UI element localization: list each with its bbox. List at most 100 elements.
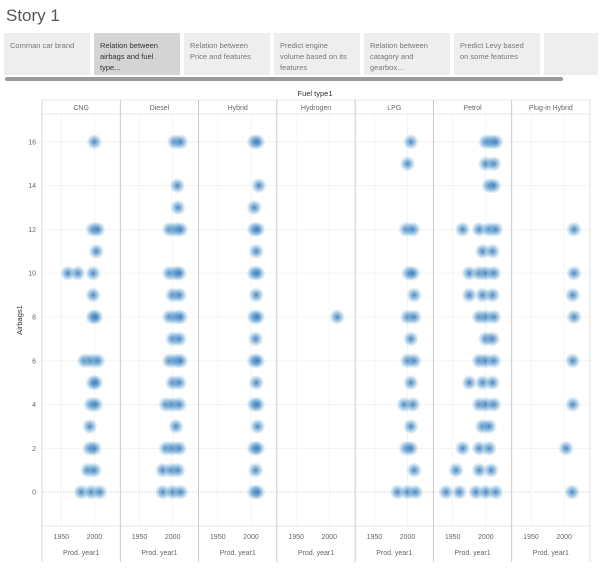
data-point[interactable] (250, 309, 266, 325)
data-point[interactable] (171, 331, 187, 347)
data-point[interactable] (250, 221, 266, 237)
data-point[interactable] (564, 484, 580, 500)
data-point[interactable] (403, 440, 419, 456)
data-point[interactable] (566, 265, 582, 281)
data-point[interactable] (461, 375, 477, 391)
data-point[interactable] (170, 200, 186, 216)
data-point[interactable] (173, 134, 189, 150)
data-point[interactable] (82, 418, 98, 434)
data-point[interactable] (171, 440, 187, 456)
data-point[interactable] (488, 221, 504, 237)
data-point[interactable] (461, 287, 477, 303)
data-point[interactable] (486, 156, 502, 172)
data-point[interactable] (486, 353, 502, 369)
data-point[interactable] (171, 287, 187, 303)
data-point[interactable] (250, 134, 266, 150)
tab-price-features[interactable]: Relation between Price and features (184, 33, 270, 75)
tab-common-car-brand[interactable]: Comman car brand (4, 33, 90, 75)
tab-scrollbar[interactable] (5, 77, 563, 81)
data-point[interactable] (471, 462, 487, 478)
data-point[interactable] (405, 221, 421, 237)
data-point[interactable] (403, 375, 419, 391)
data-point[interactable] (438, 484, 454, 500)
data-point[interactable] (403, 418, 419, 434)
data-point[interactable] (248, 331, 264, 347)
data-point[interactable] (85, 265, 101, 281)
tab-airbags-fuel-type[interactable]: Relation between airbags and fuel type..… (94, 33, 180, 75)
data-point[interactable] (558, 440, 574, 456)
data-point[interactable] (250, 418, 266, 434)
data-point[interactable] (329, 309, 345, 325)
data-point[interactable] (86, 462, 102, 478)
data-point[interactable] (481, 418, 497, 434)
data-point[interactable] (171, 397, 187, 413)
x-tick-label: 1950 (132, 534, 148, 541)
data-point[interactable] (484, 243, 500, 259)
data-point[interactable] (486, 397, 502, 413)
data-point[interactable] (403, 331, 419, 347)
data-point[interactable] (565, 397, 581, 413)
data-point[interactable] (248, 375, 264, 391)
data-point[interactable] (248, 462, 264, 478)
data-point[interactable] (484, 287, 500, 303)
data-point[interactable] (88, 397, 104, 413)
data-point[interactable] (406, 462, 422, 478)
data-point[interactable] (88, 243, 104, 259)
data-point[interactable] (70, 265, 86, 281)
data-point[interactable] (246, 200, 262, 216)
data-point[interactable] (486, 309, 502, 325)
data-point[interactable] (248, 287, 264, 303)
data-point[interactable] (251, 178, 267, 194)
data-point[interactable] (451, 484, 467, 500)
data-point[interactable] (455, 440, 471, 456)
data-point[interactable] (484, 375, 500, 391)
data-point[interactable] (173, 353, 189, 369)
data-point[interactable] (250, 397, 266, 413)
data-point[interactable] (250, 265, 266, 281)
tab-predict-levy[interactable]: Predict Levy based on some features (454, 33, 540, 75)
data-point[interactable] (250, 353, 266, 369)
data-point[interactable] (171, 375, 187, 391)
data-point[interactable] (86, 134, 102, 150)
data-point[interactable] (170, 462, 186, 478)
data-point[interactable] (405, 265, 421, 281)
data-point[interactable] (169, 178, 185, 194)
tab-category-gearbox[interactable]: Relation between catagory and gearbox... (364, 33, 450, 75)
data-point[interactable] (406, 353, 422, 369)
data-point[interactable] (250, 484, 266, 500)
data-point[interactable] (173, 221, 189, 237)
data-point[interactable] (406, 309, 422, 325)
data-point[interactable] (400, 156, 416, 172)
data-point[interactable] (403, 134, 419, 150)
data-point[interactable] (484, 331, 500, 347)
data-point[interactable] (405, 397, 421, 413)
data-point[interactable] (448, 462, 464, 478)
data-point[interactable] (407, 484, 423, 500)
data-point[interactable] (481, 440, 497, 456)
data-point[interactable] (88, 375, 104, 391)
data-point[interactable] (86, 440, 102, 456)
data-point[interactable] (250, 440, 266, 456)
tab-engine-volume[interactable]: Predict engine volume based on its featu… (274, 33, 360, 75)
data-point[interactable] (173, 484, 189, 500)
data-point[interactable] (248, 243, 264, 259)
data-point[interactable] (92, 484, 108, 500)
data-point[interactable] (488, 484, 504, 500)
data-point[interactable] (488, 134, 504, 150)
data-point[interactable] (171, 265, 187, 281)
data-point[interactable] (565, 287, 581, 303)
data-point[interactable] (85, 287, 101, 303)
data-point[interactable] (566, 221, 582, 237)
data-point[interactable] (566, 309, 582, 325)
data-point[interactable] (90, 221, 106, 237)
data-point[interactable] (455, 221, 471, 237)
data-point[interactable] (486, 178, 502, 194)
data-point[interactable] (88, 309, 104, 325)
data-point[interactable] (168, 418, 184, 434)
data-point[interactable] (565, 353, 581, 369)
data-point[interactable] (486, 265, 502, 281)
data-point[interactable] (173, 309, 189, 325)
data-point[interactable] (90, 353, 106, 369)
data-point[interactable] (483, 462, 499, 478)
data-point[interactable] (406, 287, 422, 303)
